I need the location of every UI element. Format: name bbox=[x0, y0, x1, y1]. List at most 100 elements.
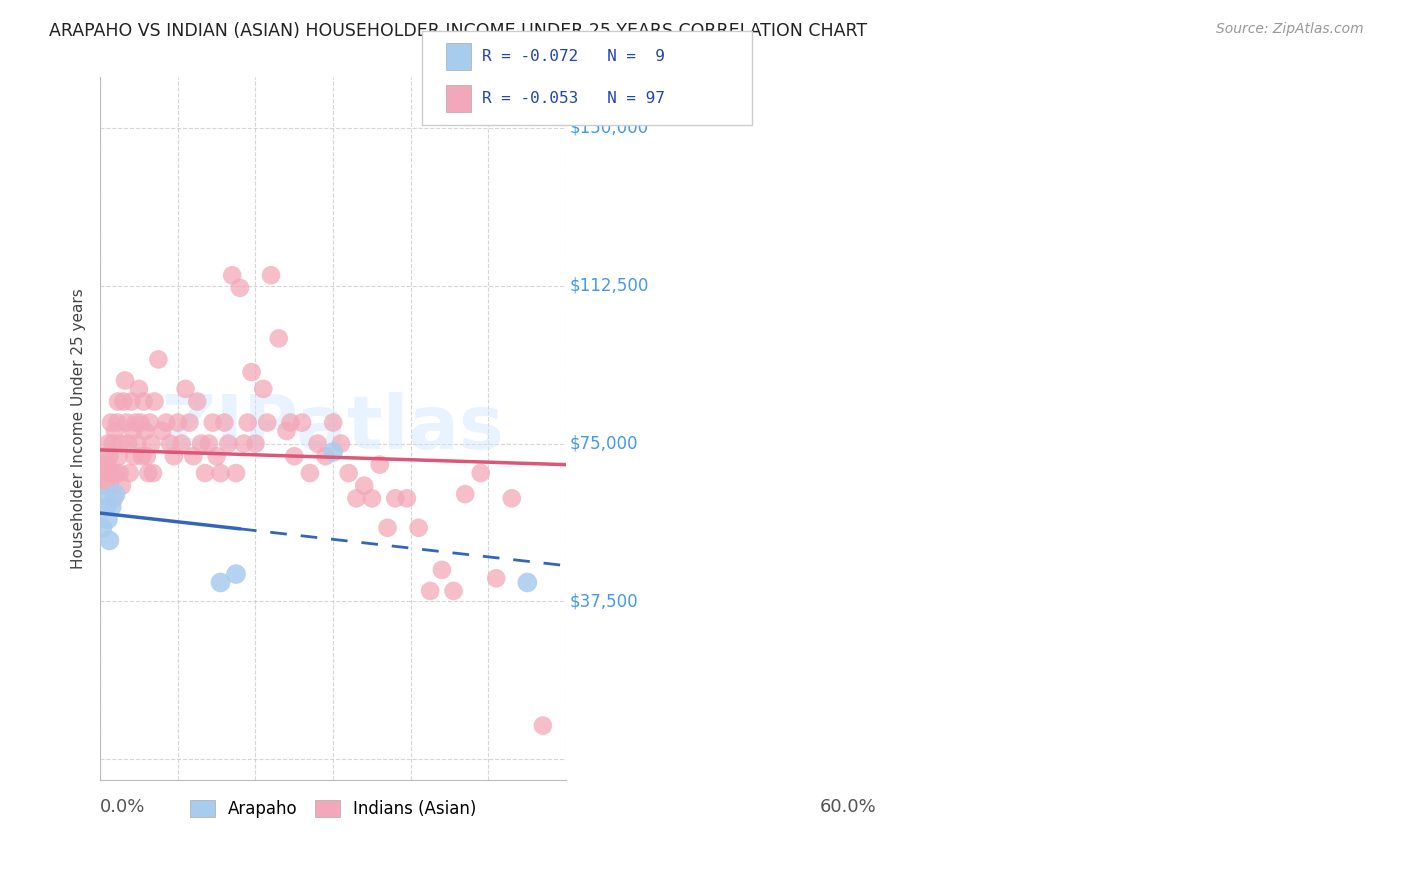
Point bbox=[430, 563, 453, 577]
Point bbox=[276, 424, 298, 438]
Point bbox=[245, 436, 267, 450]
Point bbox=[163, 449, 186, 463]
Point bbox=[190, 436, 212, 450]
Point bbox=[516, 575, 538, 590]
Point bbox=[155, 416, 177, 430]
Point bbox=[252, 382, 274, 396]
Point bbox=[485, 571, 508, 585]
Point bbox=[111, 478, 134, 492]
Point bbox=[104, 487, 127, 501]
Point bbox=[118, 466, 141, 480]
Point bbox=[217, 436, 239, 450]
Text: ARAPAHO VS INDIAN (ASIAN) HOUSEHOLDER INCOME UNDER 25 YEARS CORRELATION CHART: ARAPAHO VS INDIAN (ASIAN) HOUSEHOLDER IN… bbox=[49, 22, 868, 40]
Point bbox=[221, 268, 243, 283]
Point bbox=[107, 394, 129, 409]
Point bbox=[108, 466, 131, 480]
Point bbox=[198, 436, 221, 450]
Point bbox=[148, 352, 170, 367]
Point bbox=[337, 466, 360, 480]
Point bbox=[214, 416, 236, 430]
Point bbox=[141, 436, 163, 450]
Point bbox=[96, 458, 118, 472]
Point bbox=[129, 416, 152, 430]
Point bbox=[97, 512, 120, 526]
Point bbox=[135, 449, 157, 463]
Point bbox=[353, 478, 375, 492]
Point bbox=[225, 466, 247, 480]
Point bbox=[280, 416, 302, 430]
Point bbox=[94, 478, 117, 492]
Point bbox=[298, 466, 321, 480]
Point bbox=[121, 424, 143, 438]
Point bbox=[377, 521, 399, 535]
Text: R = -0.072   N =  9: R = -0.072 N = 9 bbox=[482, 49, 665, 63]
Point bbox=[170, 436, 193, 450]
Point bbox=[408, 521, 430, 535]
Point bbox=[322, 416, 344, 430]
Point bbox=[105, 416, 128, 430]
Point bbox=[454, 487, 477, 501]
Point bbox=[322, 445, 344, 459]
Point bbox=[139, 416, 162, 430]
Point bbox=[236, 416, 259, 430]
Point bbox=[183, 449, 205, 463]
Point bbox=[395, 491, 418, 506]
Point bbox=[134, 424, 156, 438]
Point bbox=[291, 416, 314, 430]
Point bbox=[104, 424, 127, 438]
Point bbox=[531, 718, 554, 732]
Text: ZIPatlas: ZIPatlas bbox=[162, 392, 505, 466]
Point bbox=[361, 491, 384, 506]
Point bbox=[132, 394, 155, 409]
Point bbox=[94, 491, 117, 506]
Point bbox=[260, 268, 283, 283]
Point bbox=[346, 491, 368, 506]
Point bbox=[93, 449, 115, 463]
Text: $112,500: $112,500 bbox=[569, 277, 650, 294]
Point bbox=[107, 449, 129, 463]
Point bbox=[501, 491, 523, 506]
Point bbox=[194, 466, 217, 480]
Point bbox=[329, 436, 352, 450]
Point bbox=[201, 416, 224, 430]
Text: $37,500: $37,500 bbox=[569, 592, 638, 610]
Point bbox=[120, 394, 142, 409]
Point bbox=[186, 394, 208, 409]
Point bbox=[104, 466, 127, 480]
Point bbox=[159, 436, 181, 450]
Text: $150,000: $150,000 bbox=[569, 119, 650, 137]
Point bbox=[232, 436, 254, 450]
Point bbox=[166, 416, 188, 430]
Point bbox=[128, 382, 150, 396]
Point bbox=[205, 449, 228, 463]
Point bbox=[97, 436, 120, 450]
Point bbox=[91, 521, 114, 535]
Point bbox=[114, 374, 136, 388]
Point bbox=[117, 436, 139, 450]
Point bbox=[443, 583, 465, 598]
Point bbox=[112, 394, 135, 409]
Point bbox=[91, 466, 114, 480]
Point bbox=[115, 416, 138, 430]
Point bbox=[179, 416, 201, 430]
Text: Source: ZipAtlas.com: Source: ZipAtlas.com bbox=[1216, 22, 1364, 37]
Point bbox=[470, 466, 492, 480]
Point bbox=[131, 449, 153, 463]
Point bbox=[101, 436, 124, 450]
Point bbox=[125, 416, 148, 430]
Point bbox=[98, 449, 121, 463]
Point bbox=[143, 394, 166, 409]
Point bbox=[314, 449, 336, 463]
Point bbox=[209, 575, 232, 590]
Point bbox=[103, 491, 125, 506]
Y-axis label: Householder Income Under 25 years: Householder Income Under 25 years bbox=[72, 288, 86, 569]
Point bbox=[136, 466, 159, 480]
Point bbox=[209, 466, 232, 480]
Point bbox=[267, 331, 290, 345]
Point bbox=[256, 416, 278, 430]
Text: R = -0.053   N = 97: R = -0.053 N = 97 bbox=[482, 91, 665, 105]
Point bbox=[229, 281, 252, 295]
Text: 60.0%: 60.0% bbox=[820, 798, 877, 816]
Point bbox=[100, 416, 122, 430]
Text: $75,000: $75,000 bbox=[569, 434, 638, 452]
